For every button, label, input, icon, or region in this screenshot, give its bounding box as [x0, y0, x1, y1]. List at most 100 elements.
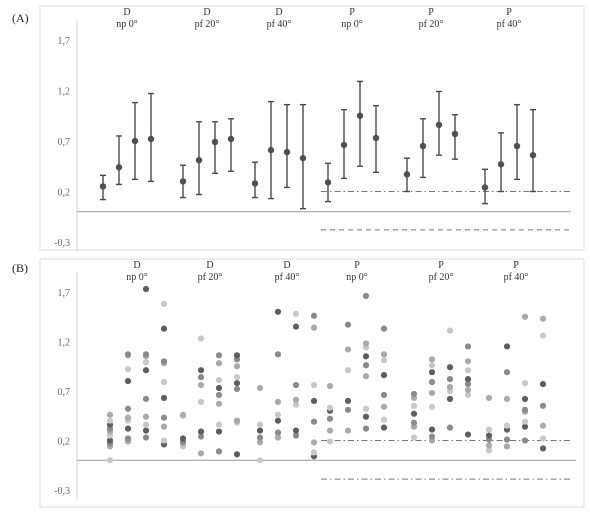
data-point: [503, 343, 511, 350]
group-header-line2: pf 20°: [419, 19, 444, 30]
group-header-line1: P: [354, 260, 360, 271]
data-point: [215, 448, 223, 455]
data-point: [197, 398, 205, 405]
data-point: [464, 376, 472, 383]
mean-point: [340, 141, 348, 149]
data-point: [485, 442, 493, 449]
data-point: [503, 443, 511, 450]
mean-point: [356, 112, 364, 119]
mean-point: [324, 179, 332, 186]
data-point: [160, 378, 168, 386]
data-point: [464, 367, 472, 374]
data-point: [446, 327, 454, 334]
data-point: [274, 429, 282, 436]
data-point: [326, 438, 334, 445]
data-point: [233, 374, 241, 381]
data-point: [521, 395, 529, 403]
data-point: [539, 332, 547, 339]
data-point: [380, 416, 388, 423]
data-point: [503, 422, 511, 429]
mean-point: [403, 171, 411, 178]
data-point: [310, 381, 318, 389]
data-point: [539, 380, 547, 388]
group-header-line2: np 0°: [126, 272, 148, 283]
data-point: [344, 367, 352, 374]
data-point: [256, 439, 264, 446]
data-point: [521, 313, 529, 320]
data-point: [539, 422, 547, 429]
data-point: [428, 356, 436, 363]
data-point: [362, 362, 370, 369]
data-point: [160, 423, 168, 430]
data-point: [215, 384, 223, 392]
mean-point: [195, 156, 203, 164]
data-point: [197, 374, 205, 381]
y-tick-label: -0,3: [54, 486, 70, 497]
group-header-line1: D: [203, 7, 210, 18]
data-point: [310, 324, 318, 331]
data-point: [215, 421, 223, 428]
data-point: [142, 285, 150, 293]
data-point: [344, 321, 352, 328]
data-point: [362, 373, 370, 380]
panel-b-frame: [39, 258, 585, 508]
data-point: [274, 351, 282, 358]
y-tick-label: 0,2: [58, 188, 71, 199]
data-point: [446, 383, 454, 391]
data-point: [521, 406, 529, 413]
data-point: [179, 411, 187, 418]
group-header-line1: P: [513, 260, 519, 271]
data-point: [380, 424, 388, 431]
group-header-line2: pf 40°: [497, 19, 522, 30]
data-point: [310, 397, 318, 404]
y-tick-label: 0,7: [58, 137, 71, 148]
data-point: [428, 362, 436, 369]
mean-point: [435, 121, 443, 129]
data-point: [124, 405, 132, 412]
data-point: [274, 434, 282, 441]
data-point: [326, 415, 334, 422]
mean-point: [513, 142, 521, 150]
group-header-line1: D: [133, 260, 140, 271]
group-header-line1: P: [438, 260, 444, 271]
data-point: [106, 457, 114, 464]
data-point: [362, 353, 370, 360]
data-point: [142, 351, 150, 358]
y-tick-label: 0,2: [58, 437, 71, 448]
data-point: [124, 366, 132, 373]
data-point: [142, 359, 150, 366]
data-point: [292, 323, 300, 330]
data-point: [292, 401, 300, 408]
data-point: [215, 377, 223, 384]
data-point: [142, 367, 150, 374]
group-header-line2: pf 20°: [429, 272, 454, 283]
data-point: [503, 369, 511, 376]
data-point: [428, 389, 436, 397]
data-point: [380, 357, 388, 364]
data-point: [233, 379, 241, 387]
group-header-line1: P: [349, 7, 355, 18]
data-point: [380, 403, 388, 410]
mean-point: [267, 146, 275, 154]
group-header-line1: D: [283, 260, 290, 271]
data-point: [362, 292, 370, 300]
data-point: [292, 396, 300, 404]
data-point: [233, 352, 241, 359]
data-point: [292, 381, 300, 389]
data-point: [521, 423, 529, 430]
data-point: [326, 427, 334, 434]
y-tick-label: 0,7: [58, 387, 71, 398]
data-point: [292, 432, 300, 439]
data-point: [428, 369, 436, 376]
data-point: [256, 457, 264, 464]
data-point: [410, 434, 418, 441]
data-point: [233, 363, 241, 370]
data-point: [215, 400, 223, 407]
data-point: [310, 449, 318, 456]
mean-point: [131, 137, 139, 145]
data-point: [197, 450, 205, 457]
data-point: [197, 433, 205, 440]
panel-b-label: (B): [12, 261, 28, 275]
